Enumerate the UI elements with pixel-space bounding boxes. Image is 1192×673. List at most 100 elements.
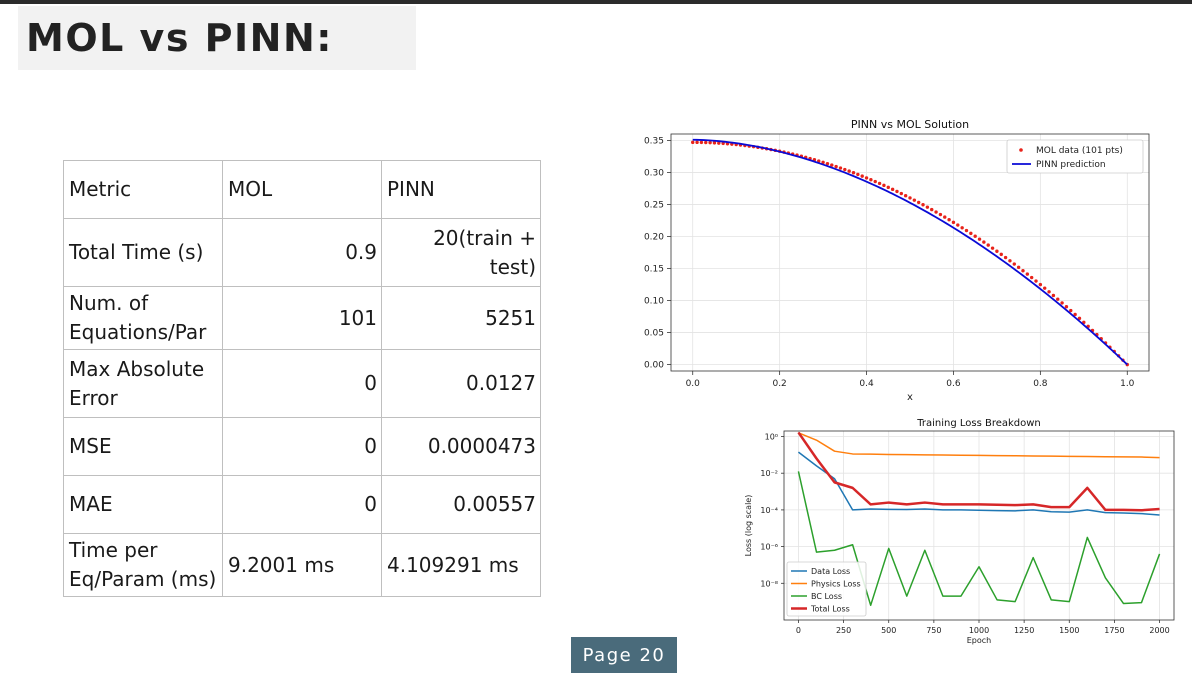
x-tick-label: 1500: [1059, 626, 1079, 635]
legend-box: [786, 561, 867, 617]
x-tick-label: 0.0: [686, 379, 701, 389]
mol-data-point: [882, 183, 886, 188]
loss-chart: Training Loss Breakdown 10⁰ 10⁻² 10⁻⁴ 10⁻⁶ 10…: [733, 412, 1185, 648]
metric-cell: Num. of Equations/Par: [63, 286, 223, 350]
y-axis-label: Loss (log scale): [744, 495, 753, 557]
mol-data-point: [964, 228, 969, 233]
table-header-row: Metric MOL PINN: [63, 160, 541, 219]
x-tick-label: 250: [836, 626, 851, 635]
mol-data-point: [708, 140, 712, 145]
mol-data-point: [956, 223, 960, 227]
mol-data-point: [821, 160, 825, 165]
mol-data-point: [1016, 265, 1021, 270]
series-line-physics-loss: [798, 432, 1160, 459]
legend-label: Data Loss: [811, 567, 850, 576]
mol-data-point: [895, 189, 899, 194]
mol-data-point: [838, 166, 843, 170]
mol-data-point: [877, 181, 882, 186]
legend-box: [1006, 139, 1144, 174]
top-border: [0, 0, 1192, 4]
mol-data-point: [903, 193, 908, 198]
mol-data-point: [717, 141, 721, 145]
legend-label: Physics Loss: [811, 580, 861, 589]
slide-title: MOL vs PINN:: [26, 16, 333, 60]
mol-data-point: [951, 220, 956, 225]
mol-data-point: [699, 140, 704, 145]
mol-value-cell: 0: [222, 349, 382, 418]
mol-data-point: [973, 234, 977, 238]
mol-data-point: [890, 187, 895, 192]
mol-data-point: [1073, 312, 1077, 317]
mol-data-point: [999, 252, 1003, 257]
series-line-data-loss: [797, 451, 1160, 516]
x-tick-label: 1000: [969, 626, 989, 635]
mol-data-point: [851, 171, 856, 175]
mol-data-point: [977, 237, 982, 241]
mol-data-point: [856, 172, 860, 177]
x-tick-label: 1.0: [1120, 379, 1135, 389]
y-tick-label: 10⁻⁴: [760, 506, 778, 515]
mol-data-point: [1029, 275, 1034, 280]
mol-data-point: [1008, 259, 1012, 263]
y-tick-label: 0.10: [644, 297, 664, 307]
table-row: Max Absolute Error 0 0.0127: [63, 349, 541, 418]
mol-data-point: [1038, 282, 1043, 287]
solution-chart-svg: PINN vs MOL Solution0.000.050.100.150.20…: [644, 118, 1150, 402]
mol-data-point: [925, 205, 930, 209]
mol-data-point: [712, 141, 717, 145]
mol-value-cell: 0: [222, 475, 382, 534]
mol-data-point: [1069, 308, 1073, 313]
pinn-value-cell: 20(train + test): [381, 218, 541, 287]
mol-data-point: [995, 249, 999, 253]
table-row: MSE 0 0.0000473: [63, 417, 541, 476]
mol-data-point: [960, 226, 964, 230]
mol-data-point: [886, 185, 890, 190]
legend-label: BC Loss: [811, 592, 842, 601]
metric-cell: MSE: [63, 417, 223, 476]
table-row: Total Time (s) 0.9 20(train + test): [63, 218, 541, 287]
table-header-cell: MOL: [222, 160, 382, 219]
mol-data-point: [834, 164, 838, 169]
y-tick-label: 10⁻²: [760, 469, 778, 478]
metric-cell: Total Time (s): [63, 218, 223, 287]
mol-data-point: [1056, 297, 1060, 301]
table-header-cell: PINN: [381, 160, 541, 219]
x-tick-label: 2000: [1149, 626, 1169, 635]
mol-data-point: [908, 196, 912, 200]
x-tick-label: 1750: [1104, 626, 1124, 635]
mol-data-point: [830, 163, 834, 167]
mol-data-point: [825, 161, 830, 166]
mol-data-point: [921, 203, 925, 207]
solution-chart: PINN vs MOL Solution 0.00 0.05 0.10 0.15 0.20…: [628, 112, 1160, 402]
mol-data-point: [1060, 301, 1064, 305]
mol-data-point: [1034, 279, 1038, 283]
x-tick-label: 750: [926, 626, 941, 635]
mol-data-point: [1077, 316, 1082, 321]
table-row: MAE 0 0.00557: [63, 475, 541, 534]
mol-data-point: [943, 215, 947, 219]
y-tick-label: 10⁰: [765, 433, 778, 442]
mol-data-point: [1047, 290, 1051, 294]
pinn-prediction-line: [692, 138, 1128, 366]
mol-data-point: [969, 231, 973, 236]
metric-cell: Max Absolute Error: [63, 349, 223, 418]
metric-cell: Time per Eq/Param (ms): [63, 533, 223, 597]
mol-data-point: [938, 212, 943, 217]
y-tick-label: 0.15: [644, 265, 664, 275]
mol-data-point: [1021, 269, 1025, 273]
title-box: MOL vs PINN:: [18, 6, 416, 70]
mol-data-point: [899, 191, 904, 196]
x-axis-label: x: [907, 392, 913, 402]
table-row: Num. of Equations/Par 101 5251: [63, 286, 541, 350]
pinn-value-cell: 0.0127: [381, 349, 541, 418]
mol-value-cell: 0.9: [222, 218, 382, 287]
mol-data-point: [934, 210, 938, 214]
loss-chart-svg: Training Loss Breakdown 10⁰ 10⁻² 10⁻⁴ 10⁻⁶ 10…: [744, 418, 1175, 645]
metric-cell: MAE: [63, 475, 223, 534]
x-tick-label: 0.8: [1033, 379, 1048, 389]
mol-data-point: [873, 179, 877, 184]
x-tick-label: 0.2: [772, 379, 786, 389]
mol-data-point: [947, 217, 951, 222]
legend-marker-mol: [1019, 148, 1023, 152]
mol-data-point: [695, 140, 699, 145]
